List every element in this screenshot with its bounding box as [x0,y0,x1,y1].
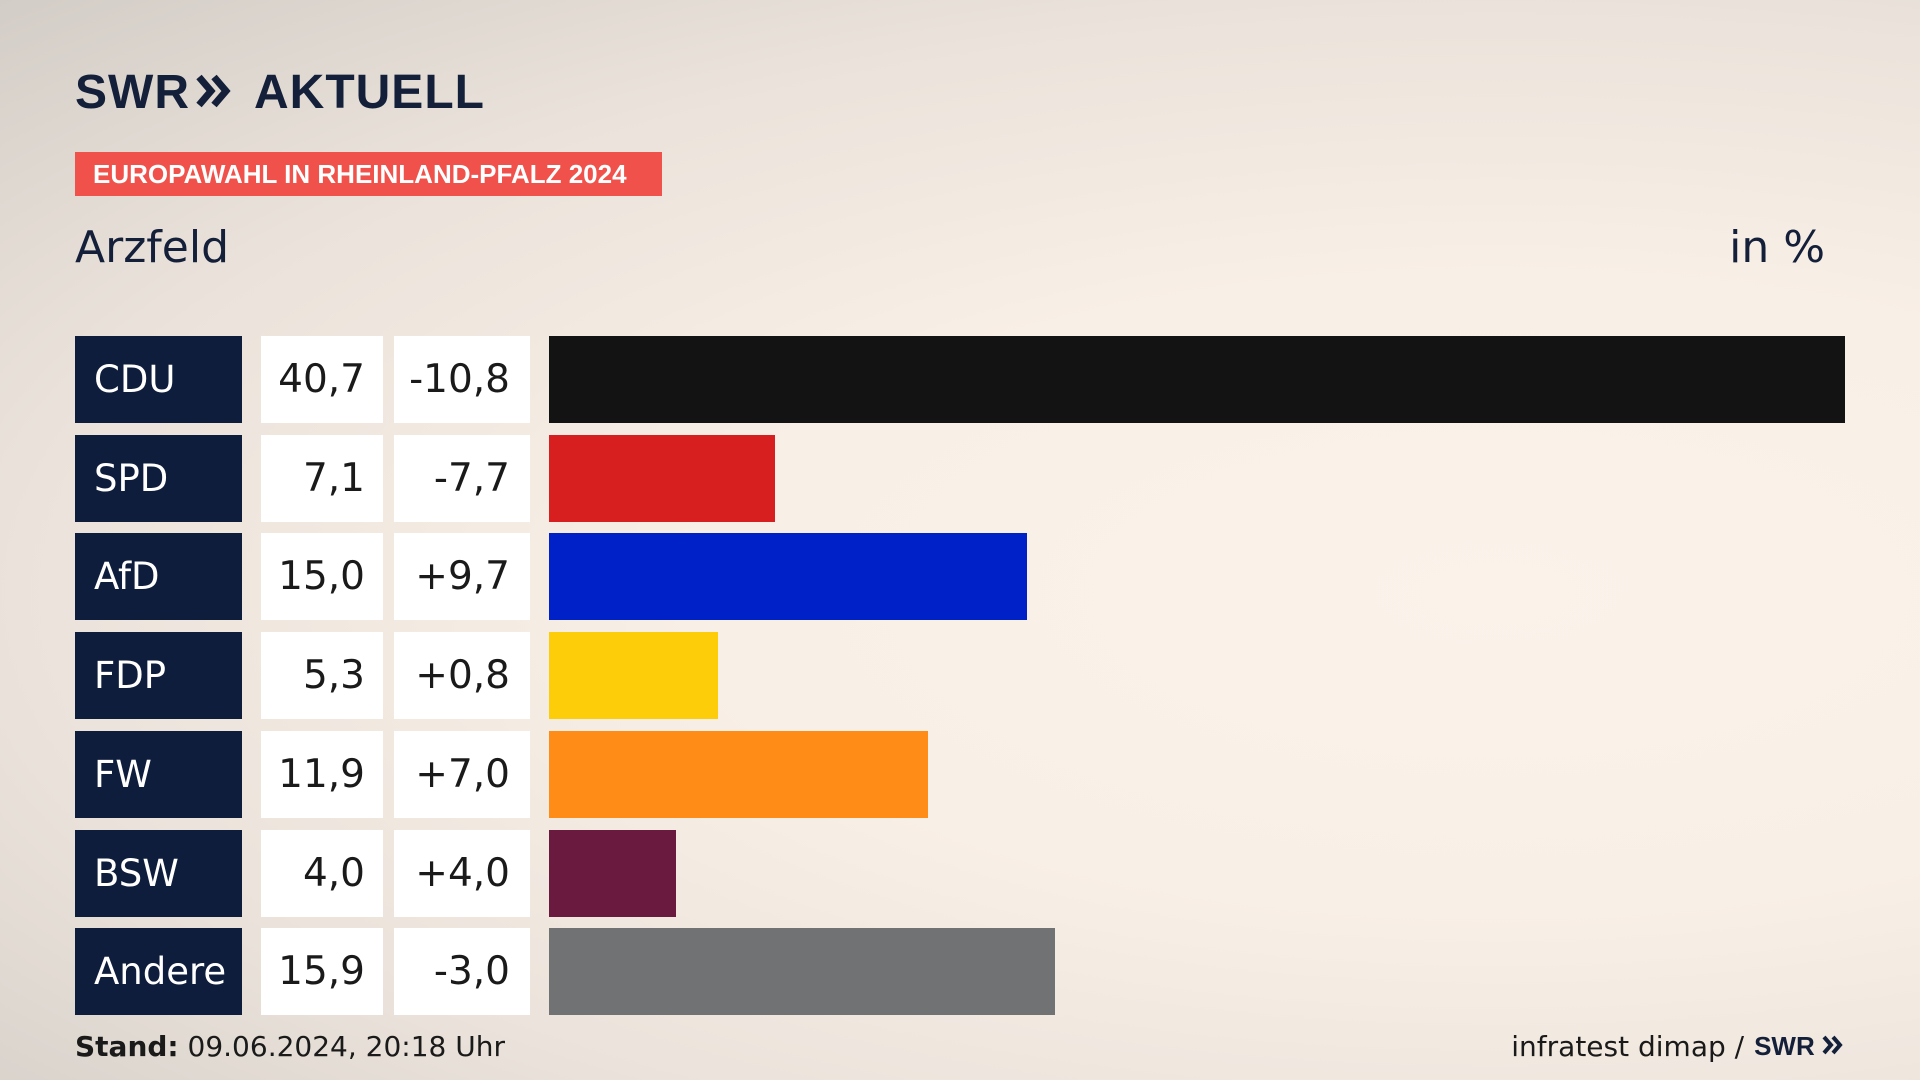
vote-share-value: 11,9 [261,731,383,818]
party-label: FW [75,731,242,818]
vote-share-bar [549,632,718,719]
vote-share-value: 5,3 [261,632,383,719]
party-label: Andere [75,928,242,1015]
vote-share-value: 15,9 [261,928,383,1015]
vote-share-bar [549,435,775,522]
logo-aktuell-text: AKTUELL [253,65,485,119]
vote-change-value: +9,7 [394,533,530,620]
vote-share-value: 15,0 [261,533,383,620]
party-label: BSW [75,830,242,917]
double-chevron-icon [196,65,232,120]
vote-change-value: +4,0 [394,830,530,917]
location-title: Arzfeld [75,222,229,273]
source-credit: infratest dimap / SWR [1511,1030,1844,1063]
source-text: infratest dimap / [1511,1030,1745,1063]
stand-label: Stand: [75,1030,179,1063]
swr-small-logo: SWR [1754,1031,1844,1062]
stand-value: 09.06.2024, 20:18 Uhr [187,1030,505,1063]
vote-change-value: -10,8 [394,336,530,423]
vote-share-value: 4,0 [261,830,383,917]
vote-share-bar [549,731,928,818]
timestamp: Stand: 09.06.2024, 20:18 Uhr [75,1030,505,1063]
vote-change-value: -3,0 [394,928,530,1015]
party-label: AfD [75,533,242,620]
small-double-chevron-icon [1822,1035,1843,1055]
vote-change-value: +0,8 [394,632,530,719]
vote-share-bar [549,928,1055,1015]
vote-share-bar [549,830,676,917]
party-label: SPD [75,435,242,522]
vote-share-value: 40,7 [261,336,383,423]
logo-swr-text: SWR [75,65,190,119]
vote-share-value: 7,1 [261,435,383,522]
party-label: CDU [75,336,242,423]
vote-change-value: +7,0 [394,731,530,818]
vote-change-value: -7,7 [394,435,530,522]
election-banner: EUROPAWAHL IN RHEINLAND-PFALZ 2024 [75,152,662,196]
unit-label: in % [1729,222,1825,273]
party-label: FDP [75,632,242,719]
swr-small-logo-text: SWR [1754,1031,1815,1061]
vote-share-bar [549,533,1027,620]
swr-aktuell-logo: SWR AKTUELL [75,65,485,120]
vote-share-bar [549,336,1845,423]
